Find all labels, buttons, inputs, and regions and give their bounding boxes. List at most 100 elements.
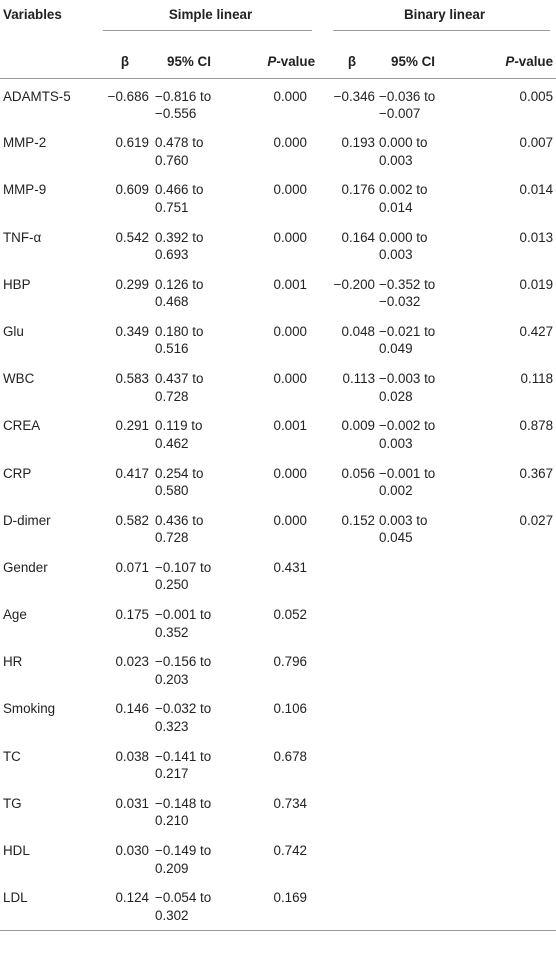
binary-ci: 0.003 to 0.045	[377, 503, 449, 550]
binary-ci	[377, 880, 450, 931]
simple-ci: −0.141 to 0.217	[153, 739, 225, 786]
blank-header	[0, 44, 103, 79]
ci-lower-line: −0.148 to	[155, 795, 212, 811]
variable-name: HR	[3, 654, 23, 670]
simple-p-value: 0.001	[273, 276, 308, 292]
binary-beta: 0.152	[341, 512, 376, 528]
binary-ci	[377, 739, 449, 786]
simple-p-value: 0.000	[273, 182, 308, 198]
variable-name: TNF-α	[3, 229, 42, 245]
simple-ci: 0.119 to 0.462	[153, 408, 225, 455]
binary-p-value: 0.019	[519, 276, 554, 292]
binary-p-value: 0.427	[519, 323, 554, 339]
ci-upper-line: 0.003	[379, 247, 413, 263]
spacer-cell	[318, 456, 333, 503]
simple-p-value: 0.742	[273, 843, 308, 858]
spacer-cell	[318, 314, 333, 361]
ci-upper-line: 0.516	[155, 341, 189, 357]
simple-p-value: 0.678	[273, 748, 308, 764]
table-row: Age 0.175 −0.001 to 0.352 0.052	[0, 597, 556, 644]
binary-linear-header: Binary linear	[333, 6, 556, 44]
simple-beta: 0.609	[115, 182, 149, 198]
binary-ci: −0.002 to 0.003	[377, 408, 449, 455]
table-row: HBP 0.299 0.126 to 0.468 0.001 −0.200 −0.352 t…	[0, 267, 556, 314]
spacer-cell	[318, 597, 333, 644]
ci-upper-line: 0.003	[379, 152, 413, 168]
ci-lower-line: 0.437 to	[155, 371, 204, 387]
binary-ci: −0.001 to 0.002	[377, 456, 449, 503]
variable-name: TC	[3, 748, 21, 764]
simple-beta: 0.299	[115, 276, 149, 292]
simple-ci: 0.392 to 0.693	[153, 220, 225, 267]
binary-p-value	[449, 833, 556, 880]
simple-beta: 0.175	[115, 607, 149, 623]
simple-p-value: 0.052	[273, 607, 308, 623]
ci-upper-line: 0.002	[379, 483, 413, 498]
binary-p-value	[449, 644, 556, 691]
variable-name: WBC	[3, 371, 35, 387]
simple-p-value: 0.734	[273, 795, 308, 811]
variable-name: HDL	[3, 843, 30, 858]
ci-lower-line: −0.149 to	[155, 843, 212, 858]
simple-ci: −0.156 to 0.203	[153, 644, 225, 691]
ci-upper-line: 0.217	[155, 766, 189, 782]
spacer-cell	[318, 503, 333, 550]
variable-name: Age	[3, 607, 27, 623]
p-rest: -value	[514, 54, 554, 69]
simple-beta: 0.349	[115, 323, 149, 339]
ci-lower-line: 0.126 to	[155, 276, 204, 292]
table-body: ADAMTS-5 −0.686 −0.816 to −0.556 0.000 −0.346…	[0, 78, 556, 931]
simple-ci: 0.254 to 0.580	[153, 456, 225, 503]
simple-linear-rule	[103, 24, 313, 31]
ci-lower-line: −0.141 to	[155, 748, 212, 764]
variable-name: Smoking	[3, 701, 56, 717]
binary-p-value: 0.878	[519, 418, 554, 434]
ci-lower-line: 0.436 to	[155, 512, 204, 528]
binary-beta: 0.164	[341, 229, 376, 245]
binary-beta: 0.113	[342, 371, 376, 387]
table-row: HDL 0.030 −0.149 to 0.209 0.742	[0, 833, 556, 880]
binary-p-value: 0.007	[519, 135, 554, 151]
spacer-cell	[318, 78, 333, 125]
table-row: Smoking 0.146 −0.032 to 0.323 0.106	[0, 691, 556, 738]
spacer-header-2	[318, 44, 334, 79]
table-row: MMP-2 0.619 0.478 to 0.760 0.000 0.193 0.000 t…	[0, 125, 556, 172]
ci-lower-line: 0.003 to	[379, 512, 428, 528]
binary-beta	[333, 880, 378, 931]
simple-ci: 0.478 to 0.760	[153, 125, 225, 172]
ci-upper-line: 0.468	[155, 294, 189, 310]
binary-ci	[377, 786, 449, 833]
ci-upper-line: 0.352	[155, 624, 189, 640]
simple-ci: 0.436 to 0.728	[153, 503, 225, 550]
ci-upper-line: 0.728	[155, 530, 189, 546]
spacer-cell	[318, 833, 333, 880]
simple-beta: 0.582	[115, 512, 149, 528]
table-row: D-dimer 0.582 0.436 to 0.728 0.000 0.152 0.003…	[0, 503, 556, 550]
header-row-groups: Variables Simple linear Binary linear	[0, 6, 556, 44]
simple-ci: −0.816 to −0.556	[153, 78, 225, 125]
simple-p-value: 0.000	[273, 512, 308, 528]
simple-linear-header: Simple linear	[103, 6, 318, 44]
simple-beta: 0.071	[115, 559, 149, 575]
binary-beta: −0.200	[333, 276, 376, 292]
spacer-cell	[318, 880, 334, 931]
table-row: TNF-α 0.542 0.392 to 0.693 0.000 0.164 0.000 t…	[0, 220, 556, 267]
binary-ci: −0.352 to −0.032	[377, 267, 449, 314]
ci-lower-line: −0.001 to	[379, 465, 436, 481]
spacer-cell	[318, 644, 333, 691]
binary-ci: −0.036 to −0.007	[377, 78, 449, 125]
header-row-columns: β 95% CI P-value β 95% CI P-value	[0, 44, 556, 79]
binary-beta	[333, 833, 377, 880]
ci-upper-line: −0.032	[379, 294, 421, 310]
ci-lower-line: −0.002 to	[379, 418, 436, 434]
simple-p-value: 0.001	[273, 418, 308, 434]
ci-lower-line: 0.000 to	[379, 135, 428, 151]
variable-name: Gender	[3, 559, 48, 575]
ci-upper-line: 0.728	[155, 388, 189, 404]
ci-lower-line: −0.156 to	[155, 654, 212, 670]
ci-upper-line: 0.580	[155, 483, 189, 498]
simple-beta-header: β	[103, 44, 153, 79]
regression-table: Variables Simple linear Binary linear β …	[0, 6, 556, 931]
simple-ci: 0.466 to 0.751	[153, 172, 225, 219]
